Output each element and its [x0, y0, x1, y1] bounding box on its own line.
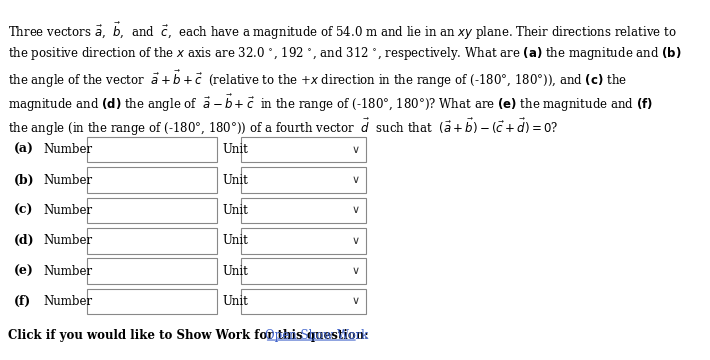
Text: Unit: Unit	[222, 204, 248, 217]
Text: ∨: ∨	[351, 145, 359, 155]
Text: (f): (f)	[14, 295, 31, 308]
FancyBboxPatch shape	[87, 167, 217, 193]
Text: Unit: Unit	[222, 143, 248, 156]
Text: the angle (in the range of (-180°, 180°)) of a fourth vector  $\vec{d}$  such th: the angle (in the range of (-180°, 180°)…	[9, 117, 559, 138]
Text: (d): (d)	[14, 234, 35, 247]
Text: (b): (b)	[14, 174, 35, 186]
Text: ∨: ∨	[351, 205, 359, 215]
Text: Unit: Unit	[222, 265, 248, 278]
Text: Number: Number	[43, 204, 92, 217]
Text: ∨: ∨	[351, 266, 359, 276]
Text: Unit: Unit	[222, 234, 248, 247]
Text: the angle of the vector  $\vec{a} + \vec{b} + \vec{c}$  (relative to the +$x$ di: the angle of the vector $\vec{a} + \vec{…	[9, 69, 628, 90]
Text: (e): (e)	[14, 265, 34, 278]
Text: Number: Number	[43, 234, 92, 247]
Text: Number: Number	[43, 295, 92, 308]
Text: (a): (a)	[14, 143, 34, 156]
Text: Open Show Work: Open Show Work	[265, 329, 368, 342]
FancyBboxPatch shape	[241, 228, 366, 253]
Text: ∨: ∨	[351, 296, 359, 306]
FancyBboxPatch shape	[87, 258, 217, 284]
Text: Number: Number	[43, 174, 92, 186]
FancyBboxPatch shape	[87, 198, 217, 223]
FancyBboxPatch shape	[241, 289, 366, 314]
Text: ∨: ∨	[351, 236, 359, 246]
Text: Click if you would like to Show Work for this question:: Click if you would like to Show Work for…	[9, 329, 369, 342]
Text: Number: Number	[43, 143, 92, 156]
FancyBboxPatch shape	[87, 228, 217, 253]
Text: (c): (c)	[14, 204, 33, 217]
Text: magnitude and $\mathbf{(d)}$ the angle of  $\vec{a} - \vec{b} + \vec{c}$  in the: magnitude and $\mathbf{(d)}$ the angle o…	[9, 93, 653, 114]
FancyBboxPatch shape	[87, 289, 217, 314]
Text: Unit: Unit	[222, 295, 248, 308]
FancyBboxPatch shape	[241, 258, 366, 284]
Text: Three vectors $\vec{a}$,  $\vec{b}$,  and  $\vec{c}$,  each have a magnitude of : Three vectors $\vec{a}$, $\vec{b}$, and …	[9, 21, 677, 42]
FancyBboxPatch shape	[87, 137, 217, 162]
Text: Unit: Unit	[222, 174, 248, 186]
FancyBboxPatch shape	[241, 167, 366, 193]
FancyBboxPatch shape	[241, 137, 366, 162]
Text: Number: Number	[43, 265, 92, 278]
Text: ∨: ∨	[351, 175, 359, 185]
Text: the positive direction of the $x$ axis are 32.0 $^{\circ}$, 192 $^{\circ}$, and : the positive direction of the $x$ axis a…	[9, 45, 682, 62]
FancyBboxPatch shape	[241, 198, 366, 223]
